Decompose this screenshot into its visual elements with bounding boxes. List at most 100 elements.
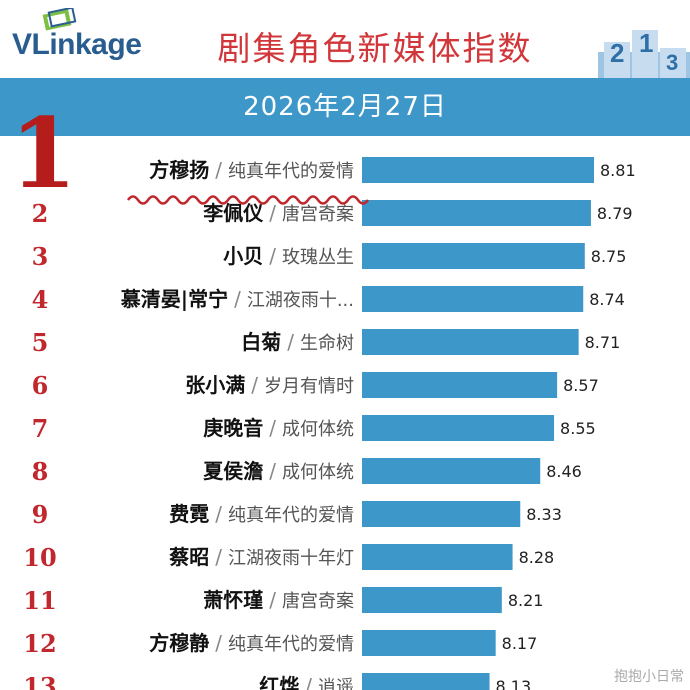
category-label: 方穆静 / 纯真年代的爱情	[149, 631, 354, 655]
value-label: 8.21	[508, 591, 544, 610]
show-name: 生命树	[300, 333, 354, 354]
show-name: 成何体统	[282, 462, 354, 483]
category-label: 小贝 / 玫瑰丛生	[223, 244, 354, 268]
rank-label: 4	[32, 285, 49, 314]
show-name: 岁月有情时	[264, 376, 354, 397]
bar-row: 8 夏侯澹 / 成何体统 8.46	[32, 457, 582, 486]
value-label: 8.46	[546, 462, 582, 481]
bar	[362, 544, 513, 570]
top-rank-mark: 1	[10, 97, 77, 210]
label-separator: /	[269, 201, 276, 225]
show-name: 江湖夜雨十年灯	[228, 548, 354, 569]
bar-row: 6 张小满 / 岁月有情时 8.57	[32, 371, 599, 400]
bar-row: 3 小贝 / 玫瑰丛生 8.75	[32, 242, 627, 271]
date-banner: 2026年2月27日	[0, 78, 690, 136]
podium-icon: 2 1 3	[598, 28, 690, 78]
category-label: 方穆扬 / 纯真年代的爱情	[149, 158, 354, 182]
bar	[362, 458, 541, 484]
category-label: 费霓 / 纯真年代的爱情	[169, 502, 354, 526]
show-name: 纯真年代的爱情	[228, 161, 354, 182]
character-name: 蔡昭	[168, 545, 209, 569]
label-separator: /	[269, 244, 276, 268]
watermark: 抱抱小日常	[614, 669, 684, 685]
category-label: 慕清晏|常宁 / 江湖夜雨十...	[121, 287, 354, 311]
character-name: 萧怀瑾	[203, 588, 263, 612]
rank-label: 12	[23, 629, 56, 658]
value-label: 8.55	[560, 419, 596, 438]
bar-row: 5 白菊 / 生命树 8.71	[32, 328, 621, 357]
show-name: 唐宫奇案	[282, 204, 354, 225]
label-separator: /	[269, 459, 276, 483]
bar	[362, 673, 490, 690]
podium-digit-1: 1	[639, 28, 653, 58]
character-name: 小贝	[223, 244, 263, 268]
rank-label: 7	[32, 414, 49, 443]
value-label: 8.79	[597, 204, 633, 223]
rank-label: 11	[23, 586, 56, 615]
bar	[362, 630, 496, 656]
rank-label: 5	[32, 328, 49, 357]
category-label: 李佩仪 / 唐宫奇案	[202, 201, 354, 225]
rank-label: 2	[32, 199, 49, 228]
value-label: 8.81	[600, 161, 636, 180]
label-separator: /	[215, 502, 222, 526]
value-label: 8.74	[589, 290, 625, 309]
bar-row: 2 李佩仪 / 唐宫奇案 8.79	[32, 199, 633, 228]
logo-window-icon	[42, 8, 77, 31]
page-title: 剧集角色新媒体指数	[217, 29, 533, 68]
bar	[362, 243, 585, 269]
bar-row: 4 慕清晏|常宁 / 江湖夜雨十... 8.74	[32, 285, 625, 314]
value-label: 8.17	[502, 634, 538, 653]
category-label: 夏侯澹 / 成何体统	[203, 459, 354, 483]
bar-row: 13 红烨 / 逍遥 8.13	[23, 672, 531, 690]
label-separator: /	[251, 373, 258, 397]
character-name: 夏侯澹	[203, 459, 263, 483]
character-name: 白菊	[241, 330, 281, 354]
character-name: 费霓	[169, 502, 209, 526]
bar-row: 10 蔡昭 / 江湖夜雨十年灯 8.28	[23, 543, 554, 572]
show-name: 纯真年代的爱情	[228, 634, 354, 655]
rank-label: 9	[32, 500, 49, 529]
category-label: 蔡昭 / 江湖夜雨十年灯	[168, 545, 354, 569]
brand-logo: VLinkage	[12, 28, 142, 61]
category-label: 庚晚音 / 成何体统	[203, 416, 354, 440]
bar	[362, 372, 558, 398]
bar-row: 7 庚晚音 / 成何体统 8.55	[32, 414, 596, 443]
label-separator: /	[305, 674, 312, 690]
label-separator: /	[215, 545, 222, 569]
podium-digit-2: 2	[610, 38, 624, 68]
rank-label: 13	[23, 672, 56, 690]
label-separator: /	[234, 287, 241, 311]
bar	[362, 501, 521, 527]
character-name: 庚晚音	[203, 416, 263, 440]
label-separator: /	[287, 330, 294, 354]
bar	[362, 157, 594, 183]
character-name: 方穆扬	[149, 158, 209, 182]
bar-row: 11 萧怀瑾 / 唐宫奇案 8.21	[23, 586, 543, 615]
bar	[362, 200, 591, 226]
category-label: 萧怀瑾 / 唐宫奇案	[203, 588, 354, 612]
category-label: 白菊 / 生命树	[241, 330, 354, 354]
value-label: 8.71	[585, 333, 621, 352]
rank-label: 6	[32, 371, 49, 400]
label-separator: /	[215, 631, 222, 655]
show-name: 成何体统	[282, 419, 354, 440]
label-separator: /	[215, 158, 222, 182]
character-name: 红烨	[259, 674, 299, 690]
bar-row: 9 费霓 / 纯真年代的爱情 8.33	[32, 500, 562, 529]
character-name: 慕清晏|常宁	[121, 287, 228, 311]
character-name: 李佩仪	[202, 201, 264, 225]
rank-label: 3	[32, 242, 49, 271]
show-name: 江湖夜雨十...	[247, 290, 354, 311]
label-separator: /	[269, 416, 276, 440]
value-label: 8.28	[519, 548, 555, 567]
bar-row: 12 方穆静 / 纯真年代的爱情 8.17	[23, 629, 537, 658]
category-label: 红烨 / 逍遥	[259, 674, 354, 690]
bar	[362, 286, 584, 312]
show-name: 唐宫奇案	[282, 591, 354, 612]
bar-row: 方穆扬 / 纯真年代的爱情 8.81	[149, 157, 636, 183]
label-separator: /	[269, 588, 276, 612]
bar-chart: 方穆扬 / 纯真年代的爱情 8.812 李佩仪 / 唐宫奇案 8.793 小贝 / 玫瑰丛生 8.75…	[23, 157, 636, 690]
show-name: 玫瑰丛生	[282, 247, 354, 268]
character-name: 方穆静	[149, 631, 209, 655]
